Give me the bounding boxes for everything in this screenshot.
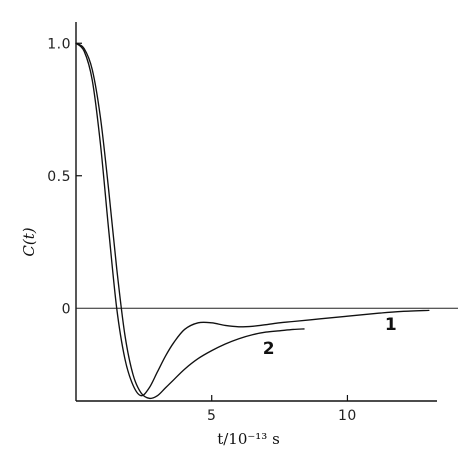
y-tick-label: 0 bbox=[62, 301, 71, 317]
series-1-label: 1 bbox=[385, 315, 397, 335]
y-tick-label: 0.5 bbox=[47, 169, 71, 185]
x-tick-label: 10 bbox=[338, 408, 357, 424]
labels: C(t) t/10⁻¹³ s 1 2 bbox=[20, 227, 397, 448]
ticks: 1.0 0.5 0 5 10 bbox=[47, 36, 357, 424]
x-tick-label: 5 bbox=[207, 408, 216, 424]
axes bbox=[75, 22, 458, 402]
series-2-label: 2 bbox=[263, 339, 275, 359]
curves bbox=[75, 42, 430, 400]
series-1-curve bbox=[75, 42, 430, 397]
y-axis-label: C(t) bbox=[20, 227, 38, 256]
series-2-curve bbox=[75, 42, 305, 400]
y-tick-label: 1.0 bbox=[47, 36, 71, 52]
x-axis-label: t/10⁻¹³ s bbox=[217, 430, 280, 448]
